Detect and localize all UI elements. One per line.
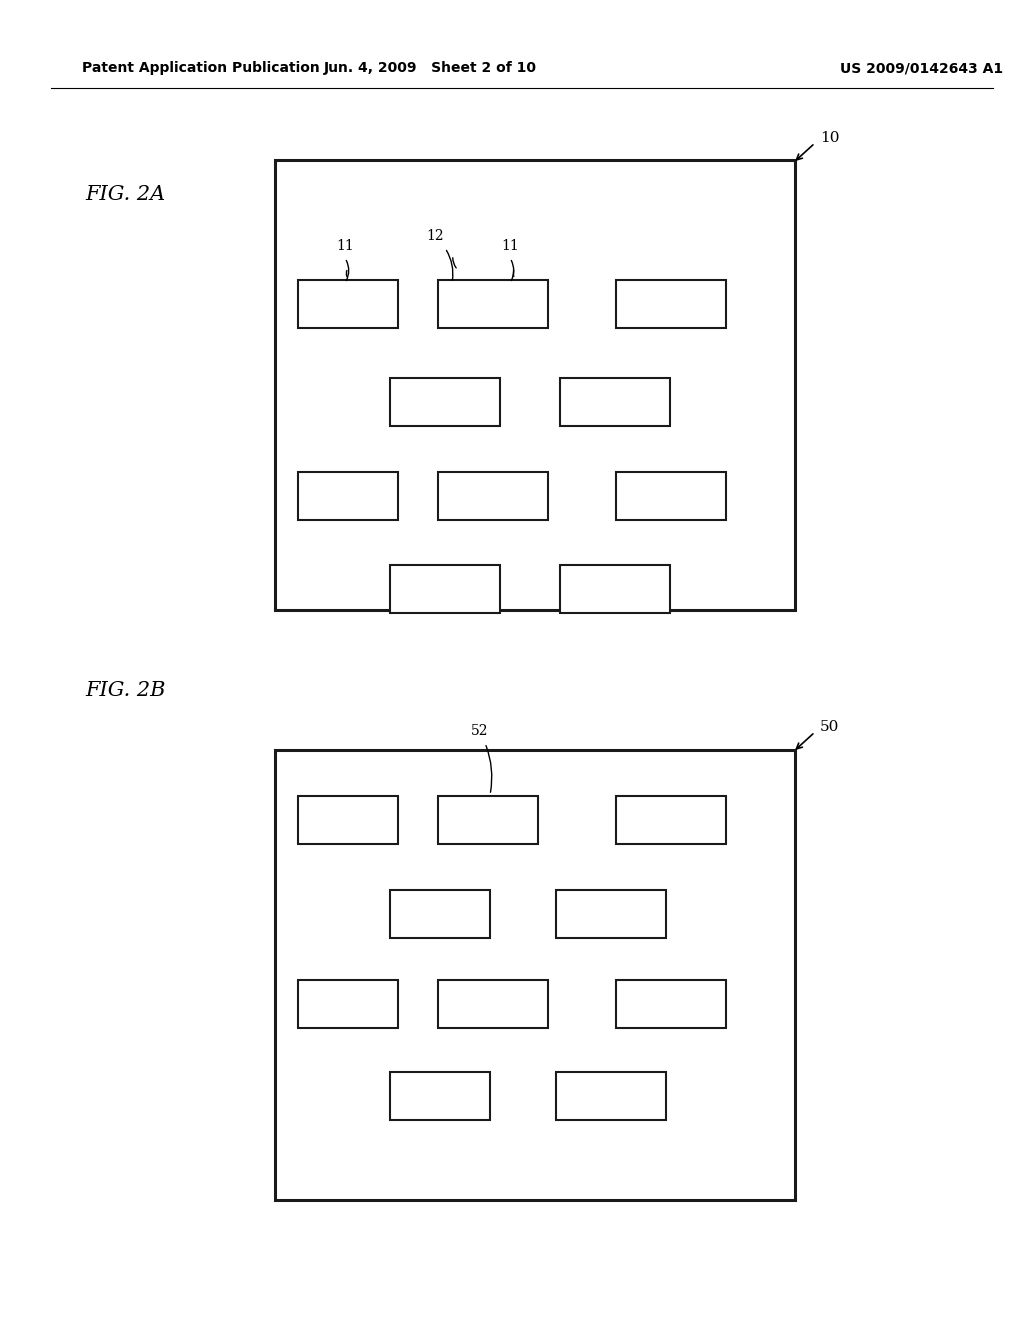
Bar bbox=[438, 979, 548, 1028]
Text: US 2009/0142643 A1: US 2009/0142643 A1 bbox=[840, 61, 1004, 75]
Text: Patent Application Publication: Patent Application Publication bbox=[82, 61, 319, 75]
Text: Jun. 4, 2009   Sheet 2 of 10: Jun. 4, 2009 Sheet 2 of 10 bbox=[324, 61, 537, 75]
Bar bbox=[275, 160, 795, 610]
Bar bbox=[390, 1072, 490, 1119]
Bar bbox=[556, 1072, 666, 1119]
Bar bbox=[616, 979, 726, 1028]
Text: 50: 50 bbox=[820, 719, 840, 734]
Bar bbox=[298, 280, 398, 327]
Bar bbox=[298, 979, 398, 1028]
Bar bbox=[438, 473, 548, 520]
Bar bbox=[560, 378, 670, 426]
Bar bbox=[616, 473, 726, 520]
Text: FIG. 2B: FIG. 2B bbox=[85, 681, 166, 700]
Bar bbox=[390, 890, 490, 939]
Bar bbox=[616, 796, 726, 843]
Bar bbox=[298, 796, 398, 843]
Bar bbox=[616, 280, 726, 327]
Text: 11: 11 bbox=[501, 239, 519, 253]
Bar bbox=[390, 378, 500, 426]
Text: 52: 52 bbox=[471, 723, 488, 738]
Text: FIG. 2A: FIG. 2A bbox=[85, 186, 165, 205]
Bar bbox=[556, 890, 666, 939]
Bar bbox=[275, 750, 795, 1200]
Bar bbox=[438, 796, 538, 843]
Bar bbox=[560, 565, 670, 612]
Bar bbox=[298, 473, 398, 520]
Text: 12: 12 bbox=[426, 228, 443, 243]
Bar bbox=[390, 565, 500, 612]
Text: 10: 10 bbox=[820, 131, 840, 145]
Text: 11: 11 bbox=[336, 239, 354, 253]
Bar bbox=[438, 280, 548, 327]
